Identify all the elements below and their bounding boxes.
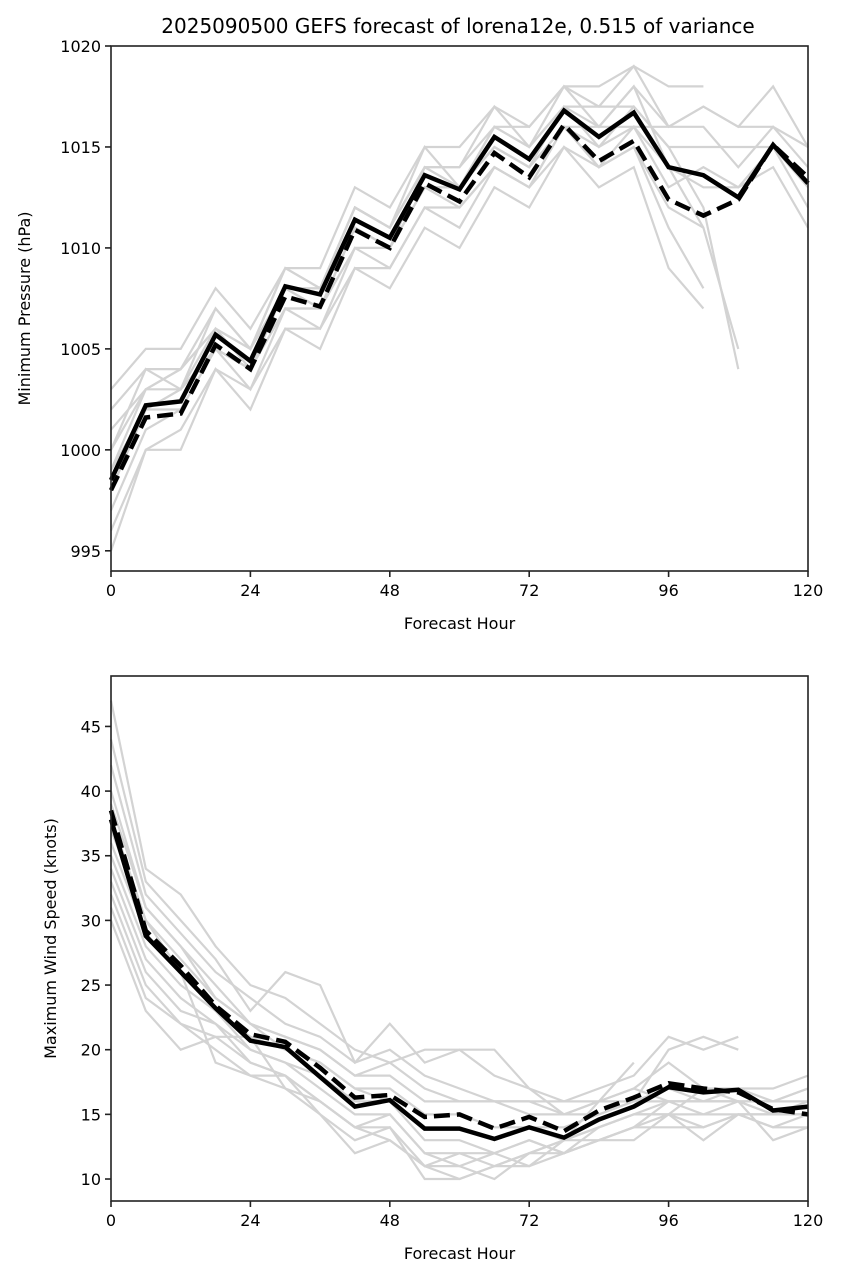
pressure-x-axis-label: Forecast Hour (404, 614, 516, 633)
y-tick-label: 40 (81, 782, 101, 801)
pressure-median-line (108, 121, 810, 492)
wind-member-01-line (109, 700, 739, 1116)
chart-title: 2025090500 GEFS forecast of lorena12e, 0… (161, 14, 754, 38)
pressure-panel: 0 24 48 72 96 120 995 1000 1005 1010 1015 1020 For… (15, 37, 823, 633)
wind-axes-frame (110, 675, 809, 1202)
wind-member-12-line (109, 907, 808, 1181)
wind-member-08-line (109, 855, 809, 1155)
wind-member-06-line (109, 829, 808, 1129)
pressure-y-axis-label: Minimum Pressure (hPa) (15, 212, 34, 406)
wind-member-04-line (109, 790, 809, 1116)
wind-member-03-line (109, 764, 635, 1103)
y-tick-label: 1000 (60, 441, 101, 460)
x-tick-label: 0 (106, 1211, 116, 1230)
x-tick-label: 24 (240, 581, 260, 600)
y-tick-label: 25 (81, 976, 101, 995)
pressure-member-08-line (109, 145, 705, 532)
wind-y-axis-label: Maximum Wind Speed (knots) (41, 818, 60, 1059)
y-tick-label: 45 (81, 717, 101, 736)
y-tick-label: 35 (81, 847, 101, 866)
wind-member-13-line (109, 920, 809, 1181)
x-tick-label: 72 (519, 581, 539, 600)
wind-member-14-line (109, 816, 808, 1168)
pressure-member-02-line (110, 64, 809, 411)
pressure-member-09-line (109, 145, 705, 552)
x-tick-label: 120 (793, 581, 824, 600)
y-tick-label: 1020 (60, 37, 101, 56)
y-tick-label: 1015 (60, 138, 101, 157)
y-tick-label: 1005 (60, 340, 101, 359)
pressure-member-04-line (110, 104, 809, 451)
pressure-member-01-line (110, 64, 704, 391)
wind-stat-lines (108, 809, 809, 1142)
wind-member-07-line (109, 842, 809, 1142)
wind-ensemble-members (109, 700, 809, 1181)
x-tick-label: 96 (658, 1211, 678, 1230)
x-tick-label: 0 (106, 581, 116, 600)
x-tick-label: 120 (793, 1211, 824, 1230)
wind-y-ticks: 10 15 20 25 30 35 40 45 (81, 717, 111, 1189)
y-tick-label: 995 (70, 542, 101, 561)
y-tick-label: 15 (81, 1105, 101, 1124)
pressure-member-05-line (110, 125, 809, 471)
y-tick-label: 30 (81, 911, 101, 930)
pressure-member-10-line (109, 84, 740, 471)
pressure-member-03-line (110, 84, 809, 431)
wind-member-09-line (109, 868, 808, 1168)
pressure-ensemble-members (109, 64, 809, 552)
y-tick-label: 20 (81, 1041, 101, 1060)
pressure-axes-frame (110, 45, 809, 572)
wind-x-axis-label: Forecast Hour (404, 1244, 516, 1263)
wind-member-02-line (109, 739, 739, 1103)
pressure-y-ticks: 995 1000 1005 1010 1015 1020 (60, 37, 111, 561)
x-tick-label: 48 (380, 581, 400, 600)
x-tick-label: 48 (380, 1211, 400, 1230)
wind-member-10-line (109, 881, 808, 1168)
wind-median-line (108, 809, 809, 1134)
wind-x-ticks: 0 24 48 72 96 120 (106, 1201, 823, 1230)
wind-panel: 0 24 48 72 96 120 10 15 20 25 30 35 40 45 Forecast H… (41, 675, 823, 1263)
x-tick-label: 24 (240, 1211, 260, 1230)
pressure-x-ticks: 0 24 48 72 96 120 (106, 571, 823, 600)
pressure-stat-lines (108, 107, 810, 492)
x-tick-label: 72 (519, 1211, 539, 1230)
y-tick-label: 1010 (60, 239, 101, 258)
pressure-mean-line (108, 107, 810, 482)
pressure-member-12-line (109, 105, 809, 491)
wind-mean-line (108, 818, 809, 1142)
pressure-member-11-line (109, 104, 740, 451)
pressure-member-07-line (109, 124, 704, 511)
y-tick-label: 10 (81, 1170, 101, 1189)
x-tick-label: 96 (658, 581, 678, 600)
